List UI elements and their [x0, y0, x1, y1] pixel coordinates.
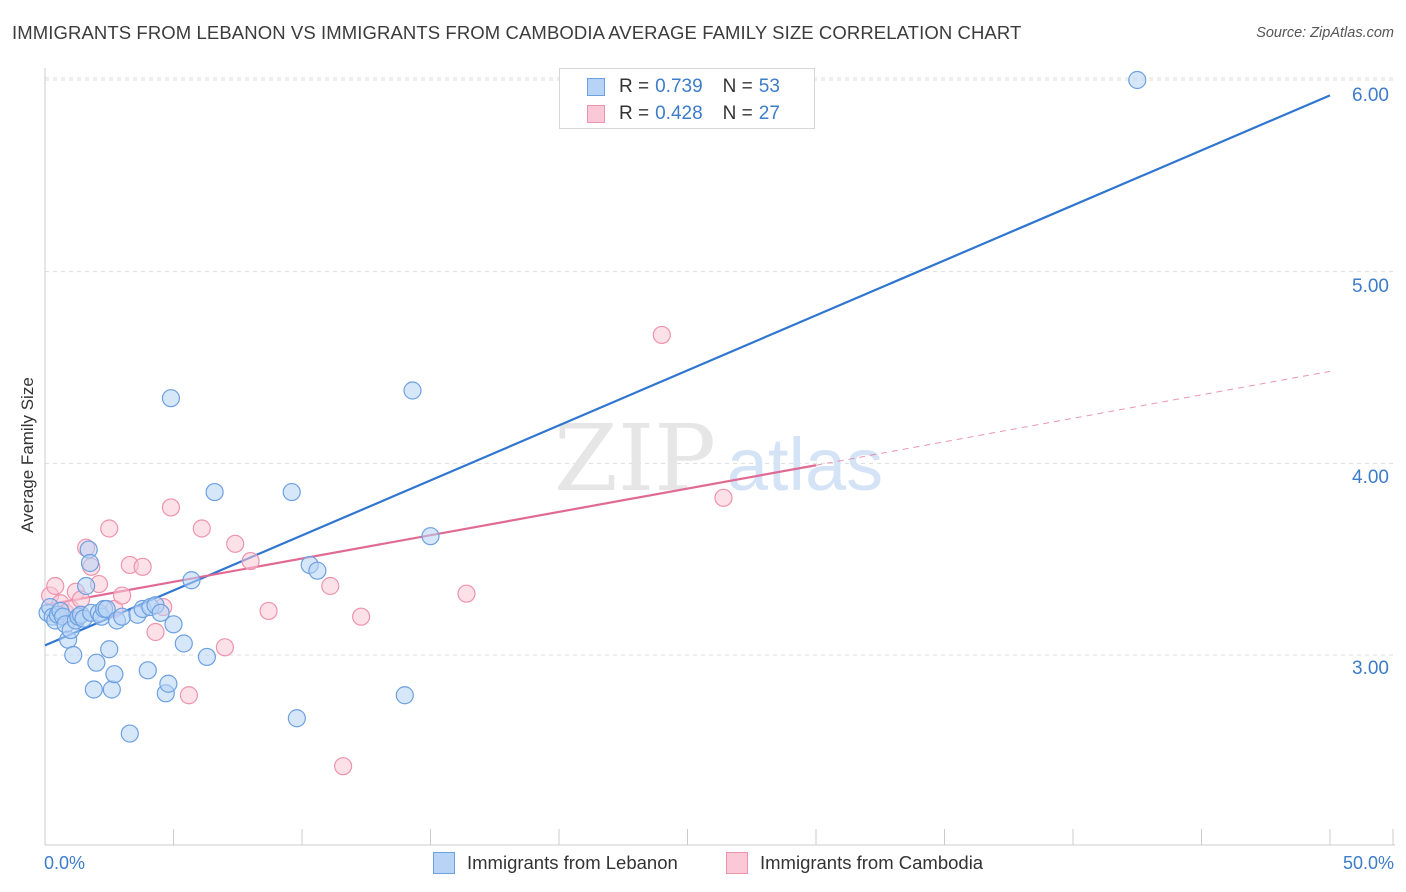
lebanon-point: [87, 653, 106, 672]
series-swatch-lebanon: [433, 852, 455, 874]
lebanon-point: [1128, 70, 1147, 90]
legend-r-value-lebanon: 0.739: [655, 76, 703, 97]
legend-swatch-cambodia: [587, 105, 605, 123]
legend-row-cambodia: R = 0.428 N = 27: [587, 101, 780, 127]
legend-r-label: R =: [619, 103, 650, 124]
cambodia-point: [457, 584, 476, 603]
lebanon-point: [97, 599, 116, 619]
cambodia-point: [259, 601, 278, 621]
lebanon-point: [282, 482, 301, 502]
y-tick-label-4: 4.00: [1352, 467, 1389, 488]
x-tick-label-min: 0.0%: [44, 853, 86, 873]
cambodia-point: [100, 519, 119, 538]
y-tick-label-5: 5.00: [1352, 276, 1389, 297]
legend-row-lebanon: R = 0.739 N = 53: [587, 74, 780, 100]
lebanon-point: [112, 607, 132, 626]
series-swatch-cambodia: [726, 852, 748, 874]
legend-n-label: N =: [722, 103, 753, 124]
trend-line-lebanon: [44, 94, 1331, 647]
lebanon-point: [151, 603, 170, 622]
cambodia-point: [112, 586, 132, 605]
y-tick-label-6: 6.00: [1352, 85, 1389, 106]
lebanon-point: [308, 561, 327, 580]
lebanon-point: [77, 576, 96, 596]
y-tick-label-3: 3.00: [1352, 658, 1389, 679]
chart-title: IMMIGRANTS FROM LEBANON VS IMMIGRANTS FR…: [12, 22, 1022, 43]
lebanon-point: [421, 527, 440, 546]
cambodia-point: [714, 488, 733, 507]
x-tick-label-max: 50.0%: [1342, 853, 1394, 873]
cambodia-point: [146, 622, 165, 642]
legend-swatch-lebanon: [587, 78, 605, 96]
trend-line-cambodia-extension: [815, 370, 1331, 466]
lebanon-point: [120, 724, 139, 743]
cambodia-point: [334, 757, 353, 776]
lebanon-point: [84, 680, 103, 699]
y-axis-label: Average Family Size: [18, 377, 37, 533]
watermark-atlas: atlas: [727, 423, 883, 506]
watermark: ZIP atlas: [554, 405, 883, 512]
lebanon-point: [138, 661, 157, 680]
lebanon-point: [182, 571, 201, 590]
lebanon-point: [174, 634, 193, 653]
legend-n-value-cambodia: 27: [758, 103, 780, 124]
series-legend-lebanon[interactable]: Immigrants from Lebanon: [433, 852, 678, 874]
cambodia-point: [161, 498, 181, 517]
axes: [44, 68, 1395, 846]
lebanon-point: [102, 680, 121, 699]
legend-r-label: R =: [619, 76, 650, 97]
lebanon-point: [197, 647, 217, 667]
series-label-cambodia: Immigrants from Cambodia: [760, 852, 984, 873]
cambodia-point: [46, 576, 65, 596]
cambodia-point: [133, 557, 152, 576]
lebanon-point: [105, 665, 124, 684]
cambodia-point: [179, 686, 199, 705]
lebanon-point: [159, 674, 178, 693]
lebanon-point: [164, 615, 183, 634]
cambodia-point: [226, 534, 245, 553]
lebanon-point: [161, 389, 181, 408]
source-credit: Source: ZipAtlas.com: [1256, 25, 1394, 41]
series-label-lebanon: Immigrants from Lebanon: [467, 852, 678, 873]
data-points: [38, 70, 1147, 776]
legend-n-label: N =: [722, 76, 753, 97]
legend-n-value-lebanon: 53: [758, 76, 780, 97]
lebanon-point: [403, 381, 422, 400]
cambodia-point: [215, 638, 234, 657]
lebanon-point: [287, 709, 306, 728]
legend-r-value-cambodia: 0.428: [655, 103, 703, 124]
watermark-zip: ZIP: [554, 405, 716, 512]
cambodia-point: [192, 519, 211, 538]
lebanon-point: [205, 482, 224, 502]
lebanon-point: [80, 553, 100, 573]
cambodia-point: [241, 551, 260, 571]
lebanon-point: [395, 686, 414, 705]
trend-lines: [44, 94, 1331, 647]
cambodia-point: [352, 607, 371, 626]
lebanon-point: [100, 640, 119, 659]
stats-legend: R = 0.739 N = 53 R = 0.428 N = 27: [559, 68, 815, 129]
cambodia-point: [652, 325, 671, 345]
lebanon-point: [64, 645, 83, 665]
cambodia-point: [321, 576, 340, 596]
series-legend-cambodia[interactable]: Immigrants from Cambodia: [726, 852, 983, 874]
